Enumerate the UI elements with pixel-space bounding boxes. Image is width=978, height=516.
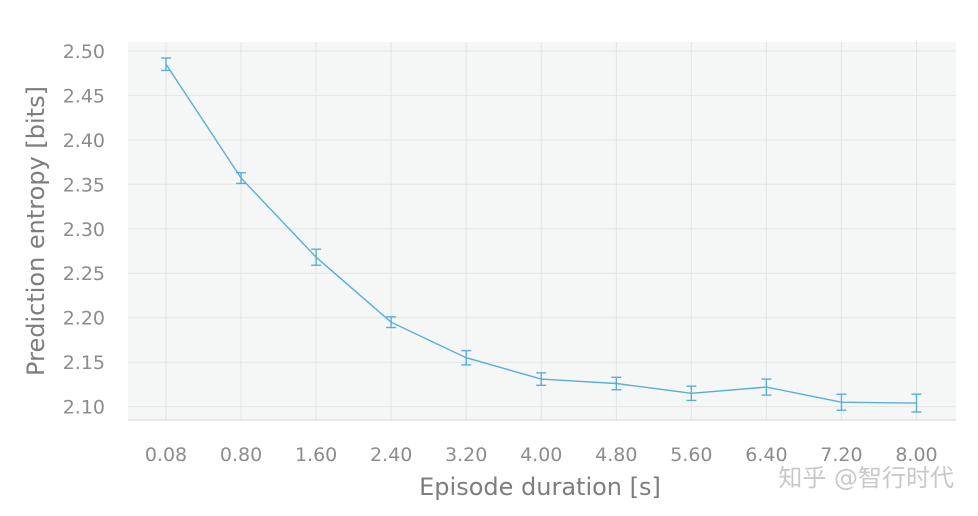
error-bar — [386, 316, 397, 329]
y-tick-label: 2.25 — [63, 263, 105, 285]
x-tick-label: 6.40 — [745, 444, 787, 466]
y-tick-label: 2.40 — [63, 130, 105, 152]
x-tick-label: 0.08 — [145, 444, 187, 466]
y-axis-title: Prediction entropy [bits] — [22, 86, 50, 376]
error-bar — [236, 172, 247, 185]
x-tick-label: 8.00 — [895, 444, 937, 466]
y-tick-label: 2.10 — [63, 397, 105, 419]
error-bar — [611, 376, 622, 391]
x-tick-label: 1.60 — [295, 444, 337, 466]
error-bar — [461, 349, 472, 366]
y-tick-label: 2.20 — [63, 308, 105, 330]
x-tick-label: 4.80 — [595, 444, 637, 466]
y-tick-labels: 2.10 2.15 2.20 2.25 2.30 2.35 2.40 2.45 2.50 — [63, 41, 105, 419]
grid-lines — [128, 42, 956, 421]
watermark: 知乎 @智行时代 — [778, 464, 954, 492]
x-tick-labels: 0.08 0.80 1.60 2.40 3.20 4.00 4.80 5.60 6.40 7.20… — [145, 444, 938, 466]
error-bars — [161, 57, 922, 413]
y-tick-label: 2.45 — [63, 85, 105, 107]
x-tick-label: 7.20 — [820, 444, 862, 466]
x-tick-label: 2.40 — [370, 444, 412, 466]
plot-panel — [128, 42, 956, 420]
y-tick-label: 2.15 — [63, 352, 105, 374]
x-axis-title: Episode duration [s] — [419, 473, 661, 501]
x-tick-label: 3.20 — [445, 444, 487, 466]
error-bar — [536, 372, 547, 387]
error-bar — [761, 378, 772, 396]
error-bar — [686, 385, 697, 402]
error-bar — [161, 57, 171, 72]
x-tick-label: 0.80 — [220, 444, 262, 466]
error-bar — [911, 393, 922, 413]
y-tick-label: 2.30 — [63, 219, 105, 241]
y-tick-label: 2.35 — [63, 174, 105, 196]
error-bar — [836, 393, 847, 411]
error-bar — [311, 248, 322, 266]
y-tick-label: 2.50 — [63, 41, 105, 63]
x-tick-label: 5.60 — [670, 444, 712, 466]
x-tick-label: 4.00 — [520, 444, 562, 466]
